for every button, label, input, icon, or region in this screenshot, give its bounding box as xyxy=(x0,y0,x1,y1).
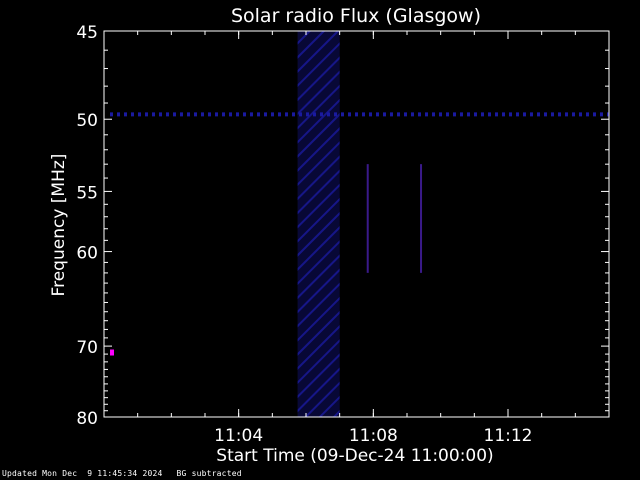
x-tick-label-11:12: 11:12 xyxy=(484,426,533,446)
y-tick-label-55: 55 xyxy=(76,183,98,203)
chart-title: Solar radio Flux (Glasgow) xyxy=(231,5,481,27)
x-tick-label-11:08: 11:08 xyxy=(349,426,398,446)
updated-timestamp: Updated Mon Dec 9 11:45:34 2024 xyxy=(2,469,163,478)
plot-area xyxy=(103,30,610,418)
y-tick-label-80: 80 xyxy=(76,409,98,429)
plot-frame xyxy=(103,30,610,418)
accent-spot xyxy=(110,349,114,356)
y-tick-label-45: 45 xyxy=(76,23,98,43)
y-tick-label-60: 60 xyxy=(76,244,98,264)
vertical-burst-band xyxy=(297,31,340,417)
x-axis: 11:04 11:08 11:12 xyxy=(137,31,576,446)
bg-note: BG subtracted xyxy=(176,469,242,478)
y-tick-label-50: 50 xyxy=(76,111,98,131)
y-axis: 45 50 55 60 70 80 xyxy=(76,23,609,429)
plot-background xyxy=(104,31,609,417)
x-tick-label-11:04: 11:04 xyxy=(214,426,263,446)
y-axis-label: Frequency [MHz] xyxy=(49,154,69,297)
x-axis-label: Start Time (09-Dec-24 11:00:00) xyxy=(216,446,493,466)
footer: Updated Mon Dec 9 11:45:34 2024 BG subtra… xyxy=(2,469,256,478)
y-tick-label-70: 70 xyxy=(76,338,98,358)
